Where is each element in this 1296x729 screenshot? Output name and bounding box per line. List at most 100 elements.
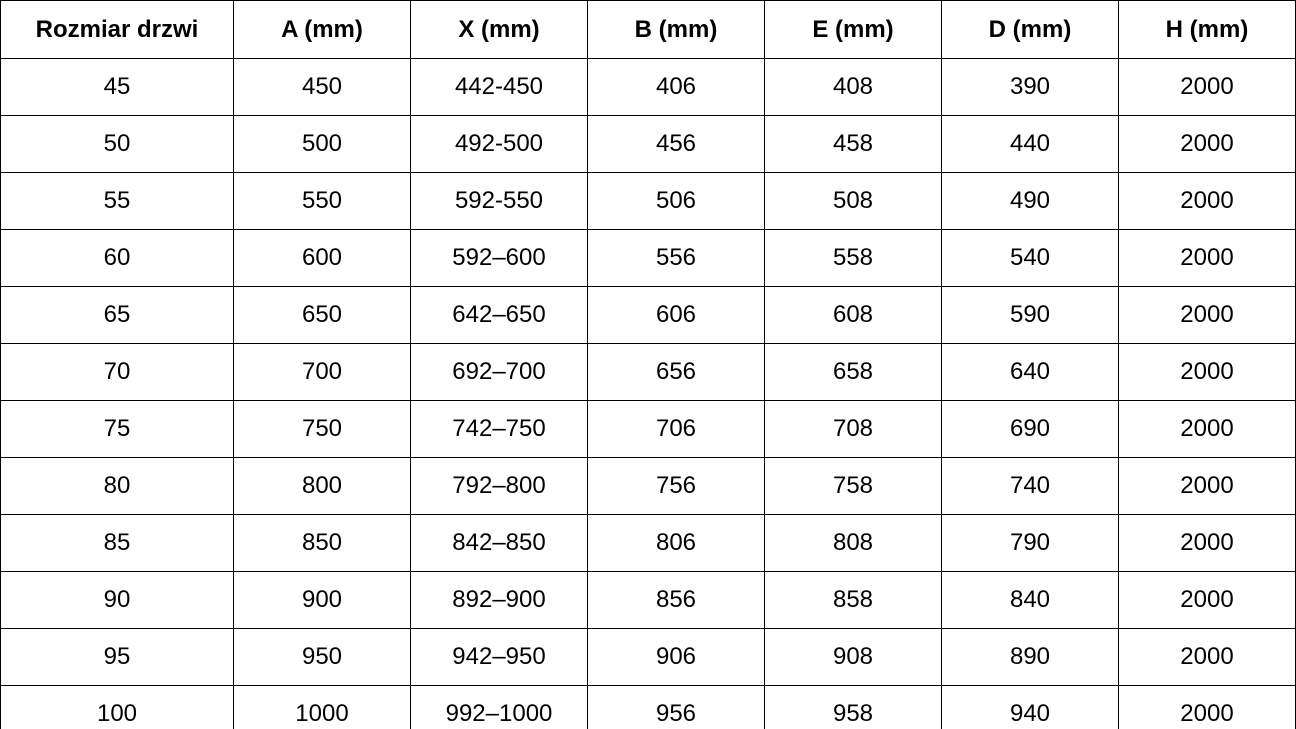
table-cell: 640 (941, 343, 1119, 401)
table-cell: 758 (764, 457, 942, 515)
table-cell: 2000 (1118, 343, 1296, 401)
table-cell: 490 (941, 172, 1119, 230)
column-header: D (mm) (941, 0, 1119, 59)
table-cell: 756 (587, 457, 765, 515)
table-cell: 500 (233, 115, 411, 173)
table-cell: 440 (941, 115, 1119, 173)
table-cell: 550 (233, 172, 411, 230)
table-cell: 90 (0, 571, 234, 629)
table-cell: 558 (764, 229, 942, 287)
table-cell: 556 (587, 229, 765, 287)
table-cell: 658 (764, 343, 942, 401)
table-cell: 642–650 (410, 286, 588, 344)
table-cell: 790 (941, 514, 1119, 572)
column-header: A (mm) (233, 0, 411, 59)
table-cell: 708 (764, 400, 942, 458)
table-row: 65 650 642–650 606 608 590 2000 (0, 286, 1296, 344)
table-cell: 856 (587, 571, 765, 629)
table-row: 85 850 842–850 806 808 790 2000 (0, 514, 1296, 572)
table-cell: 592–600 (410, 229, 588, 287)
table-cell: 2000 (1118, 172, 1296, 230)
table-cell: 706 (587, 400, 765, 458)
table-cell: 60 (0, 229, 234, 287)
table-row: 75 750 742–750 706 708 690 2000 (0, 400, 1296, 458)
table-cell: 908 (764, 628, 942, 686)
table-cell: 55 (0, 172, 234, 230)
table-cell: 456 (587, 115, 765, 173)
table-cell: 406 (587, 58, 765, 116)
table-cell: 45 (0, 58, 234, 116)
table-cell: 2000 (1118, 229, 1296, 287)
table-cell: 50 (0, 115, 234, 173)
table-cell: 950 (233, 628, 411, 686)
table-cell: 458 (764, 115, 942, 173)
table-row: 60 600 592–600 556 558 540 2000 (0, 229, 1296, 287)
column-header: B (mm) (587, 0, 765, 59)
table-cell: 940 (941, 685, 1119, 729)
table-cell: 592-550 (410, 172, 588, 230)
table-cell: 958 (764, 685, 942, 729)
table-cell: 808 (764, 514, 942, 572)
header-row: Rozmiar drzwi A (mm) X (mm) B (mm) E (mm) D (… (0, 0, 1296, 59)
column-header: H (mm) (1118, 0, 1296, 59)
table-cell: 2000 (1118, 685, 1296, 729)
table-row: 80 800 792–800 756 758 740 2000 (0, 457, 1296, 515)
table-cell: 2000 (1118, 58, 1296, 116)
table-cell: 492-500 (410, 115, 588, 173)
table-header: Rozmiar drzwi A (mm) X (mm) B (mm) E (mm) D (… (0, 0, 1296, 59)
table-cell: 2000 (1118, 571, 1296, 629)
table-cell: 700 (233, 343, 411, 401)
table-cell: 900 (233, 571, 411, 629)
table-cell: 956 (587, 685, 765, 729)
table-cell: 75 (0, 400, 234, 458)
table-cell: 2000 (1118, 115, 1296, 173)
table-cell: 2000 (1118, 514, 1296, 572)
table-cell: 100 (0, 685, 234, 729)
table-cell: 608 (764, 286, 942, 344)
table-row: 70 700 692–700 656 658 640 2000 (0, 343, 1296, 401)
table-cell: 942–950 (410, 628, 588, 686)
table-row: 45 450 442-450 406 408 390 2000 (0, 58, 1296, 116)
table-cell: 750 (233, 400, 411, 458)
table-cell: 742–750 (410, 400, 588, 458)
table-cell: 2000 (1118, 400, 1296, 458)
table-cell: 390 (941, 58, 1119, 116)
table-cell: 600 (233, 229, 411, 287)
table-cell: 842–850 (410, 514, 588, 572)
table-cell: 906 (587, 628, 765, 686)
table-cell: 690 (941, 400, 1119, 458)
table-cell: 850 (233, 514, 411, 572)
table-cell: 606 (587, 286, 765, 344)
table-cell: 992–1000 (410, 685, 588, 729)
table-cell: 692–700 (410, 343, 588, 401)
table-row: 55 550 592-550 506 508 490 2000 (0, 172, 1296, 230)
table-row: 90 900 892–900 856 858 840 2000 (0, 571, 1296, 629)
table-cell: 85 (0, 514, 234, 572)
column-header: X (mm) (410, 0, 588, 59)
table-cell: 858 (764, 571, 942, 629)
table-cell: 70 (0, 343, 234, 401)
table-cell: 1000 (233, 685, 411, 729)
table-cell: 2000 (1118, 457, 1296, 515)
table-cell: 800 (233, 457, 411, 515)
table-row: 50 500 492-500 456 458 440 2000 (0, 115, 1296, 173)
column-header: E (mm) (764, 0, 942, 59)
table-cell: 892–900 (410, 571, 588, 629)
table-cell: 890 (941, 628, 1119, 686)
table-cell: 65 (0, 286, 234, 344)
table-cell: 792–800 (410, 457, 588, 515)
table-cell: 508 (764, 172, 942, 230)
table-cell: 506 (587, 172, 765, 230)
table-cell: 740 (941, 457, 1119, 515)
table-cell: 590 (941, 286, 1119, 344)
table-body: 45 450 442-450 406 408 390 2000 50 500 492-500 456… (0, 58, 1296, 729)
column-header: Rozmiar drzwi (0, 0, 234, 59)
table-row: 100 1000 992–1000 956 958 940 2000 (0, 685, 1296, 729)
table-cell: 80 (0, 457, 234, 515)
table-cell: 442-450 (410, 58, 588, 116)
table-cell: 2000 (1118, 286, 1296, 344)
table-cell: 656 (587, 343, 765, 401)
table-cell: 450 (233, 58, 411, 116)
